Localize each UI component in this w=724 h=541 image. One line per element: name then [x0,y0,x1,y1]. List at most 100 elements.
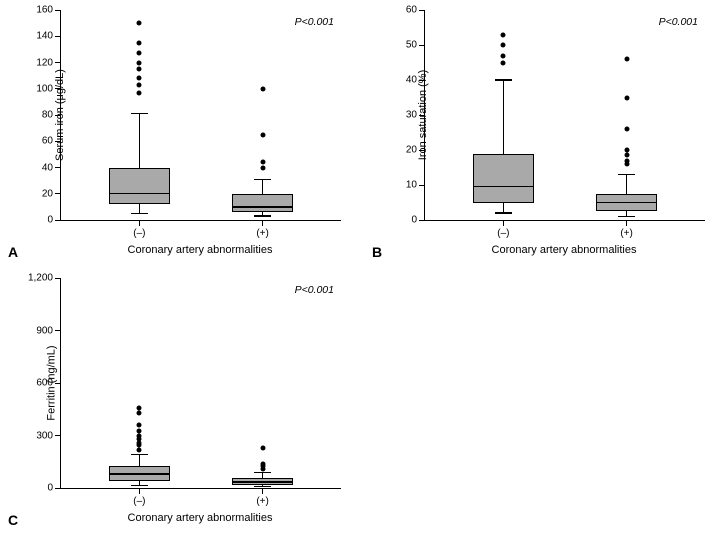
boxplot-outlier [501,32,506,37]
y-axis-label: Serum iron (μg/dL) [54,69,66,161]
boxplot-whisker [262,472,263,478]
x-tick [503,220,504,226]
y-tick [55,220,61,221]
boxplot-whisker [626,175,627,194]
y-tick-label: 0 [411,215,417,226]
y-tick [55,62,61,63]
y-tick-label: 1,200 [28,273,53,284]
boxplot-outlier [624,95,629,100]
y-tick-label: 140 [36,31,53,42]
boxplot-whisker-cap [131,485,148,486]
boxplot-outlier [137,60,142,65]
boxplot-outlier [137,423,142,428]
boxplot-whisker [139,114,140,168]
y-tick [55,167,61,168]
x-tick-label: (–) [497,228,509,239]
x-tick-label: (+) [620,228,633,239]
boxplot-median [109,193,171,194]
y-tick-label: 20 [42,188,53,199]
plot-area: 020406080100120140160(–)(+) [60,10,341,221]
y-tick-label: 60 [42,136,53,147]
y-tick [55,36,61,37]
y-tick [419,45,425,46]
boxplot-outlier [260,165,265,170]
boxplot-outlier [260,160,265,165]
y-tick [419,185,425,186]
y-tick-label: 40 [406,75,417,86]
y-tick-label: 60 [406,5,417,16]
boxplot-outlier [260,445,265,450]
x-tick [139,488,140,494]
y-tick-label: 0 [47,215,53,226]
y-tick-label: 160 [36,5,53,16]
boxplot-outlier [624,158,629,163]
boxplot-whisker-cap [495,212,512,213]
boxplot-outlier [137,405,142,410]
boxplot-outlier [260,132,265,137]
y-tick-label: 10 [406,180,417,191]
x-tick [139,220,140,226]
y-axis-label: Iron saturation (%) [417,70,429,160]
boxplot-whisker-cap [495,79,512,80]
boxplot-box [109,168,171,205]
boxplot-outlier [137,76,142,81]
panel-letter: A [8,244,18,260]
panel-A: 020406080100120140160(–)(+)Serum iron (μ… [8,4,358,262]
panel-C: 03006009001,200(–)(+)Ferritin (ng/mL)Cor… [8,272,358,530]
boxplot-box [473,154,535,203]
figure-root: 020406080100120140160(–)(+)Serum iron (μ… [0,0,724,541]
y-tick-label: 900 [36,325,53,336]
panel-B: 0102030405060(–)(+)Iron saturation (%)Co… [372,4,720,262]
boxplot-outlier [260,461,265,466]
boxplot-outlier [501,43,506,48]
y-tick-label: 0 [47,483,53,494]
boxplot-outlier [137,410,142,415]
x-axis-label: Coronary artery abnormalities [128,244,273,256]
x-tick-label: (–) [133,228,145,239]
panel-letter: C [8,512,18,528]
boxplot-whisker-cap [254,472,271,473]
boxplot-outlier [501,60,506,65]
x-tick [626,220,627,226]
y-tick-label: 40 [42,162,53,173]
x-tick [262,220,263,226]
boxplot-median [232,206,294,207]
boxplot-outlier [624,148,629,153]
boxplot-whisker-cap [131,213,148,214]
y-tick-label: 120 [36,57,53,68]
y-tick-label: 100 [36,83,53,94]
boxplot-outlier [137,90,142,95]
y-tick-label: 50 [406,40,417,51]
y-tick [55,10,61,11]
x-axis-label: Coronary artery abnormalities [128,512,273,524]
y-tick [419,220,425,221]
boxplot-whisker-cap [254,486,271,487]
boxplot-median [596,202,658,203]
boxplot-outlier [137,21,142,26]
boxplot-median [473,186,535,187]
boxplot-outlier [624,57,629,62]
boxplot-outlier [624,127,629,132]
x-tick-label: (+) [256,228,269,239]
y-tick [55,435,61,436]
y-tick [55,278,61,279]
plot-area: 0102030405060(–)(+) [424,10,705,221]
y-tick [55,488,61,489]
x-tick [262,488,263,494]
boxplot-outlier [137,67,142,72]
boxplot-whisker [503,80,504,154]
boxplot-whisker-cap [618,174,635,175]
boxplot-median [232,481,294,482]
x-tick-label: (+) [256,496,269,507]
p-value-label: P<0.001 [295,16,334,28]
boxplot-whisker-cap [254,215,271,216]
y-axis-label: Ferritin (ng/mL) [46,345,58,420]
boxplot-whisker-cap [131,454,148,455]
boxplot-outlier [501,53,506,58]
y-tick-label: 80 [42,110,53,121]
boxplot-whisker-cap [131,113,148,114]
boxplot-box [232,194,294,212]
y-tick [419,10,425,11]
boxplot-outlier [624,153,629,158]
boxplot-whisker-cap [618,216,635,217]
